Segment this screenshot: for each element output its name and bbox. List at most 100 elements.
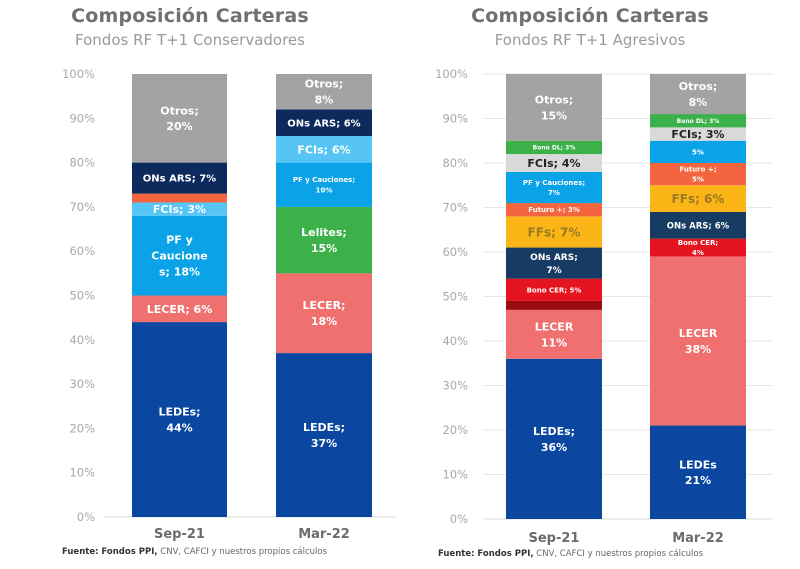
x-tick-label: Sep-21	[154, 527, 205, 542]
data-label: s; 18%	[159, 266, 200, 279]
chart-plot: 0% 10% 20% 30% 40% 50% 60% 70% 80% 90% 100% LEDEs; 3…	[435, 67, 772, 546]
y-tick-label: 80%	[442, 156, 468, 170]
chart-subtitle: Fondos RF T+1 Agresivos	[494, 31, 686, 49]
data-label: Otros;	[160, 104, 199, 117]
bar-segment	[132, 74, 227, 163]
data-label: LEDEs;	[158, 406, 200, 419]
data-label: 11%	[541, 336, 567, 349]
y-tick-label: 100%	[435, 67, 468, 81]
y-tick-label: 40%	[69, 333, 95, 347]
data-label: LEDEs;	[533, 425, 575, 438]
x-tick-label: Mar-22	[672, 531, 724, 546]
data-label: ONs ARS; 6%	[667, 221, 730, 231]
data-label: 15%	[541, 109, 567, 122]
source-rest: CNV, CAFCI y nuestros propios cálculos	[157, 547, 328, 557]
bar-segment	[276, 74, 372, 110]
y-tick-label: 0%	[77, 510, 95, 524]
data-label: 8%	[689, 96, 708, 109]
bar-segment	[506, 247, 602, 279]
y-tick-label: 40%	[442, 334, 468, 348]
chart-title: Composición Carteras	[471, 5, 709, 27]
chart-subtitle: Fondos RF T+1 Conservadores	[75, 31, 305, 49]
data-label: LECER	[679, 327, 718, 340]
data-label: Futuro +; 3%	[528, 206, 579, 214]
y-tick-label: 10%	[69, 466, 95, 480]
bar-segment	[650, 256, 746, 426]
data-label: Bono CER; 5%	[527, 286, 582, 294]
bar-segment	[132, 202, 227, 216]
data-label: FFs; 6%	[672, 192, 725, 206]
bar-segment	[276, 273, 372, 354]
chart-conservadores: Composición Carteras Fondos RF T+1 Conse…	[62, 5, 395, 557]
data-label: 15%	[311, 242, 337, 255]
y-tick-label: 30%	[442, 379, 468, 393]
bar-segment	[132, 215, 227, 296]
bar-segment	[506, 216, 602, 248]
bar-segment	[650, 163, 746, 186]
data-label: Otros;	[679, 80, 718, 93]
bar-segment	[650, 185, 746, 212]
bar-segment	[132, 322, 227, 517]
data-label: 7%	[548, 189, 560, 197]
bar-segment	[650, 127, 746, 141]
chart-plot: 0% 10% 20% 30% 40% 50% 60% 70% 80% 90% 100% LEDEs; 4…	[62, 67, 395, 542]
data-label: Lelites;	[301, 226, 347, 239]
data-label: PF y Cauciones;	[523, 179, 585, 187]
y-tick-label: 20%	[69, 421, 95, 435]
bar-segment	[276, 162, 372, 207]
data-label: Caucione	[151, 250, 207, 263]
source-note: Fuente: Fondos PPI, CNV, CAFCI y nuestro…	[438, 549, 703, 559]
data-label: Bono CER;	[678, 239, 719, 247]
data-label: 36%	[541, 441, 567, 454]
bar-segment	[506, 140, 602, 155]
data-label: Otros;	[535, 93, 574, 106]
source-bold: Fuente: Fondos PPI,	[62, 547, 158, 557]
bar-segment	[276, 353, 372, 517]
bar-segment	[650, 211, 746, 239]
x-tick-label: Sep-21	[529, 531, 580, 546]
source-rest: CNV, CAFCI y nuestros propios cálculos	[533, 549, 704, 559]
bar-segment	[276, 109, 372, 137]
data-label: Bono DL; 3%	[677, 118, 720, 125]
bar-segment	[276, 136, 372, 163]
y-tick-label: 60%	[442, 245, 468, 259]
y-tick-label: 30%	[69, 377, 95, 391]
data-label: LEDEs	[679, 458, 717, 471]
data-label: 8%	[315, 94, 334, 107]
bar-segment	[506, 74, 602, 141]
source-bold: Fuente: Fondos PPI,	[438, 549, 534, 559]
bar-segment	[276, 206, 372, 274]
bar-segment	[506, 358, 602, 519]
data-label: LECER	[535, 320, 574, 333]
y-tick-label: 100%	[62, 67, 95, 81]
data-label: PF y	[166, 234, 193, 247]
data-label: FFs; 7%	[528, 225, 581, 239]
data-label: FCIs; 4%	[527, 157, 580, 170]
x-tick-label: Mar-22	[298, 527, 350, 542]
data-label: 4%	[692, 249, 704, 257]
data-label: 37%	[311, 437, 337, 450]
data-label: LECER;	[303, 299, 346, 312]
data-label: ONs ARS;	[530, 253, 578, 263]
y-tick-label: 50%	[69, 289, 95, 303]
y-tick-label: 20%	[442, 423, 468, 437]
data-label: FCIs; 3%	[671, 128, 724, 141]
y-tick-label: 90%	[69, 111, 95, 125]
bar-segment	[132, 193, 227, 203]
source-note: Fuente: Fondos PPI, CNV, CAFCI y nuestro…	[62, 547, 327, 557]
y-tick-label: 70%	[442, 201, 468, 215]
data-label: ONs ARS; 6%	[287, 118, 360, 129]
bar-segment	[506, 171, 602, 204]
data-label: FCIs; 3%	[153, 203, 206, 216]
data-label: 38%	[685, 343, 711, 356]
data-label: Futuro +;	[679, 166, 716, 174]
data-label: 21%	[685, 474, 711, 487]
data-label: LECER; 6%	[147, 303, 212, 316]
data-label: 20%	[166, 120, 192, 133]
bar-segment	[650, 140, 746, 163]
chart-agresivos: Composición Carteras Fondos RF T+1 Agres…	[400, 0, 800, 569]
bar-segment	[132, 295, 227, 323]
bar-segment	[650, 425, 746, 519]
y-tick-label: 70%	[69, 200, 95, 214]
y-tick-label: 90%	[442, 112, 468, 126]
